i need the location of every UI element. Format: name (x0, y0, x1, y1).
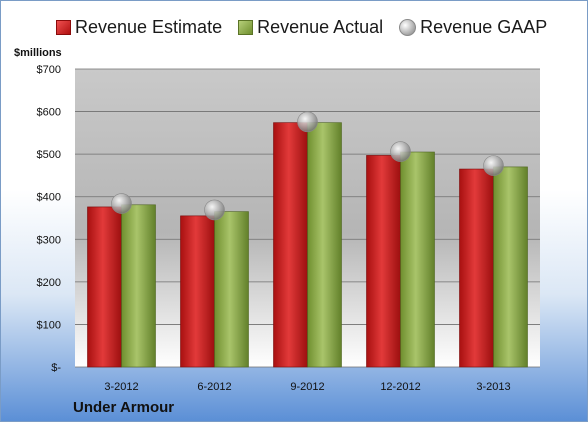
x-tick-label: 3-2012 (104, 381, 138, 393)
bar-revenue-estimate (366, 155, 401, 368)
legend-label-estimate: Revenue Estimate (75, 17, 223, 37)
marker-revenue-gaap (297, 111, 318, 133)
legend-item-gaap: Revenue GAAP (399, 17, 547, 38)
legend-swatch-actual (238, 20, 254, 35)
y-tick-label: $300 (37, 234, 61, 246)
y-tick-label: $100 (37, 319, 61, 331)
bar-revenue-actual (307, 122, 342, 368)
bar-revenue-actual (400, 151, 435, 368)
x-tick-label: 9-2012 (290, 381, 324, 393)
x-tick-label: 12-2012 (380, 381, 420, 393)
x-tick-label: 6-2012 (197, 381, 231, 393)
y-tick-label: $- (51, 362, 61, 374)
y-tick-label: $200 (37, 277, 61, 289)
legend-item-estimate: Revenue Estimate (56, 17, 222, 38)
legend: Revenue Estimate Revenue Actual Revenue … (56, 17, 547, 38)
marker-revenue-gaap (111, 193, 132, 214)
company-name: Under Armour (73, 399, 175, 416)
bar-revenue-estimate (87, 206, 122, 368)
marker-revenue-gaap (483, 155, 504, 176)
x-tick-label: 3-2013 (476, 381, 510, 393)
bar-revenue-actual (493, 166, 528, 368)
y-tick-label: $400 (37, 192, 61, 204)
legend-label-gaap: Revenue GAAP (420, 17, 548, 37)
y-tick-label: $700 (37, 64, 61, 76)
marker-revenue-gaap (204, 199, 225, 221)
bar-revenue-estimate (273, 122, 308, 368)
bar-revenue-estimate (459, 168, 494, 368)
legend-label-actual: Revenue Actual (257, 17, 384, 37)
marker-revenue-gaap (390, 141, 411, 162)
y-axis-unit-label: $millions (14, 47, 62, 59)
legend-swatch-estimate (56, 20, 71, 35)
y-tick-label: $500 (37, 149, 61, 161)
bar-revenue-actual (214, 211, 249, 368)
legend-item-actual: Revenue Actual (238, 17, 383, 38)
y-tick-label: $600 (37, 107, 61, 119)
legend-swatch-gaap (399, 19, 417, 36)
bar-revenue-estimate (180, 215, 215, 368)
bar-revenue-actual (121, 204, 156, 368)
